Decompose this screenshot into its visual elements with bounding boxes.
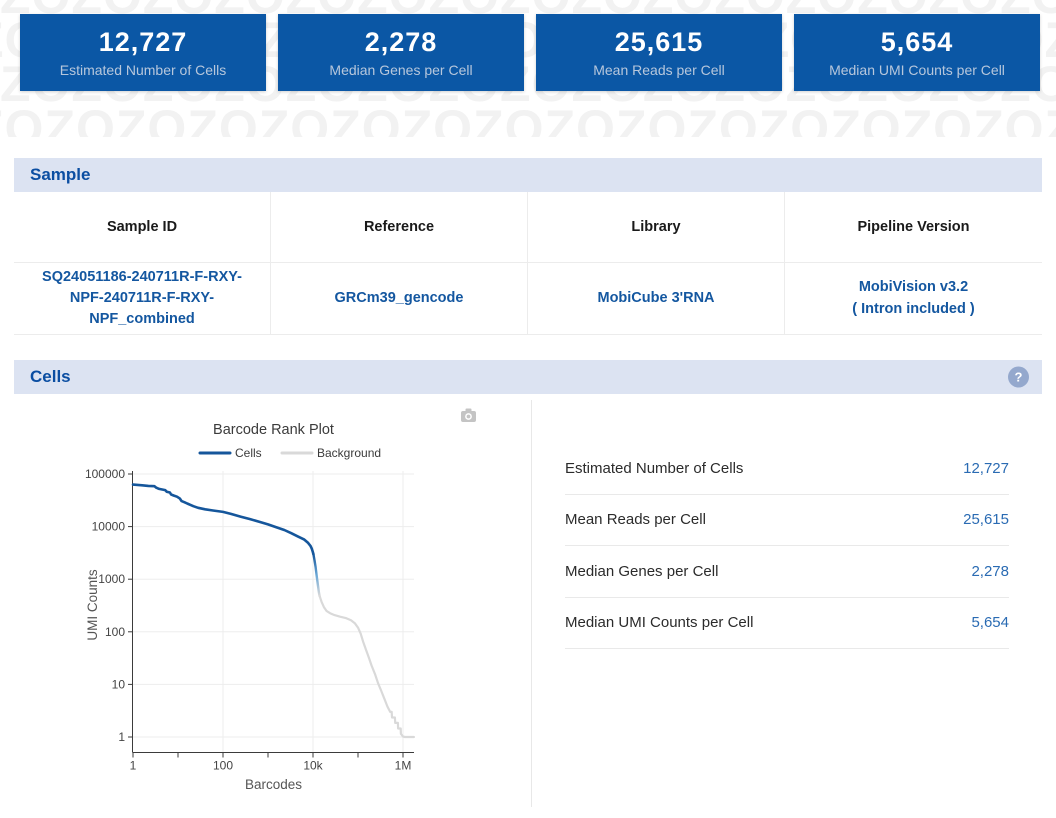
card-label: Mean Reads per Cell (593, 61, 725, 78)
series-background (318, 594, 415, 739)
x-axis-label: Barcodes (245, 777, 302, 792)
library-value: MobiCube 3'RNA (528, 262, 785, 335)
barcode-rank-plot-container[interactable]: 1 10 100 1000 10000 100000 1 100 10k 1M Barcode Ra… (14, 394, 531, 813)
reference-value: GRCm39_gencode (271, 262, 528, 335)
pipeline-version-line1: MobiVision v3.2 (858, 279, 969, 296)
series-cells (131, 483, 315, 556)
x-tick-label: 1 (130, 759, 137, 773)
y-tick-label: 10000 (92, 520, 126, 534)
metric-label: Median Genes per Cell (565, 562, 719, 580)
card-value: 2,278 (364, 27, 438, 58)
sample-table-header-reference: Reference (271, 192, 528, 262)
y-tick-label: 1 (118, 730, 125, 744)
metric-row-estimated-cells: Estimated Number of Cells 12,727 (565, 443, 1009, 495)
x-tick-label: 100 (213, 759, 233, 773)
sample-table-header-sample-id: Sample ID (14, 192, 271, 262)
metric-row-median-umi: Median UMI Counts per Cell 5,654 (565, 598, 1009, 649)
barcode-rank-plot[interactable]: 1 10 100 1000 10000 100000 1 100 10k 1M Barcode Ra… (14, 394, 531, 813)
sample-section-header: Sample (14, 158, 1042, 192)
cells-section-header: Cells ? (14, 360, 1042, 394)
metric-value: 25,615 (963, 511, 1009, 529)
x-tick-label: 10k (303, 759, 323, 773)
metric-label: Mean Reads per Cell (565, 511, 706, 529)
x-tick-label: 1M (395, 759, 412, 773)
metric-value: 5,654 (971, 614, 1009, 632)
card-value: 5,654 (880, 27, 954, 58)
y-tick-label: 1000 (98, 572, 125, 586)
card-value: 25,615 (614, 27, 704, 58)
cells-section-body: 1 10 100 1000 10000 100000 1 100 10k 1M Barcode Ra… (14, 394, 1042, 813)
y-tick-label: 10 (112, 677, 126, 691)
metric-value: 12,727 (963, 459, 1009, 477)
card-mean-reads: 25,615 Mean Reads per Cell (536, 14, 782, 91)
metric-value: 2,278 (971, 562, 1009, 580)
card-median-genes: 2,278 Median Genes per Cell (278, 14, 524, 91)
cells-section-title: Cells (30, 367, 71, 386)
metric-label: Median UMI Counts per Cell (565, 614, 754, 632)
y-axis-label: UMI Counts (85, 569, 100, 641)
metric-label: Estimated Number of Cells (565, 459, 744, 477)
card-label: Median UMI Counts per Cell (829, 61, 1005, 78)
y-tick-label: 100000 (85, 467, 125, 481)
sample-table: Sample ID Reference Library Pipeline Ver… (14, 192, 1042, 335)
vertical-divider (531, 400, 532, 807)
y-tick-label: 100 (105, 625, 125, 639)
cells-metrics-list: Estimated Number of Cells 12,727 Mean Re… (565, 443, 1009, 649)
metric-row-median-genes: Median Genes per Cell 2,278 (565, 546, 1009, 598)
card-label: Estimated Number of Cells (59, 61, 227, 78)
pipeline-version-line2: ( Intron included ) (852, 300, 975, 317)
camera-icon[interactable] (461, 408, 476, 423)
summary-cards: 12,727 Estimated Number of Cells 2,278 M… (20, 14, 1040, 91)
card-value: 12,727 (98, 27, 188, 58)
card-label: Median Genes per Cell (329, 61, 473, 78)
card-estimated-cells: 12,727 Estimated Number of Cells (20, 14, 266, 91)
metric-row-mean-reads: Mean Reads per Cell 25,615 (565, 495, 1009, 546)
sample-id-value: SQ24051186-240711R-F-RXY-NPF-240711R-F-R… (14, 262, 271, 335)
pipeline-version-value: MobiVision v3.2 ( Intron included ) (785, 262, 1042, 335)
chart-title: Barcode Rank Plot (213, 422, 334, 438)
legend-label-background[interactable]: Background (317, 446, 381, 460)
sample-table-header-pipeline: Pipeline Version (857, 219, 970, 235)
help-icon[interactable]: ? (1008, 366, 1029, 388)
sample-section-title: Sample (30, 165, 91, 184)
sample-table-header-library: Library (528, 192, 785, 262)
card-median-umi: 5,654 Median UMI Counts per Cell (794, 14, 1040, 91)
series-transition (312, 552, 321, 598)
legend-label-cells[interactable]: Cells (235, 446, 262, 460)
